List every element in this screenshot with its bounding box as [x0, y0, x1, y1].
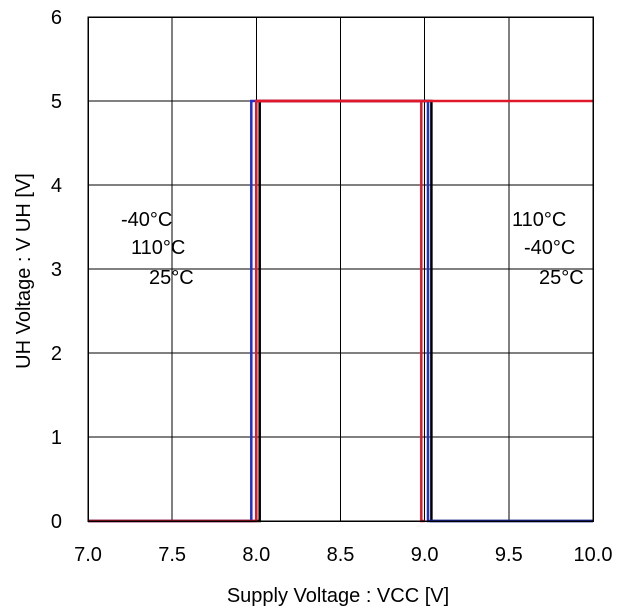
x-tick-label: 7.5 — [158, 544, 186, 566]
y-tick-label: 4 — [51, 175, 62, 197]
y-tick-label: 3 — [51, 259, 62, 281]
y-tick-label: 0 — [51, 511, 62, 533]
annotation-right-2: -40°C — [524, 237, 575, 259]
annotation-left-3: 25°C — [149, 267, 194, 289]
y-axis-label: UH Voltage : V UH [V] — [13, 173, 35, 369]
y-tick-label: 2 — [51, 343, 62, 365]
y-tick-label: 6 — [51, 7, 62, 29]
x-tick-labels: 7.0 7.5 8.0 8.5 9.0 9.5 10.0 — [74, 544, 612, 566]
annotation-left-1: -40°C — [121, 209, 172, 231]
annotation-right-1: 110°C — [512, 209, 566, 231]
y-tick-label: 5 — [51, 91, 62, 113]
x-tick-label: 10.0 — [574, 544, 613, 566]
y-tick-label: 1 — [51, 427, 62, 449]
x-tick-label: 9.0 — [411, 544, 439, 566]
x-tick-label: 8.5 — [327, 544, 355, 566]
x-tick-label: 8.0 — [242, 544, 270, 566]
plot-frame — [87, 16, 594, 522]
annotation-right-3: 25°C — [539, 267, 584, 289]
x-tick-label: 7.0 — [74, 544, 102, 566]
x-tick-label: 9.5 — [495, 544, 523, 566]
annotation-left-2: 110°C — [131, 237, 185, 259]
y-tick-labels: 0 1 2 3 4 5 6 — [51, 7, 62, 533]
x-axis-label: Supply Voltage : VCC [V] — [227, 585, 449, 607]
